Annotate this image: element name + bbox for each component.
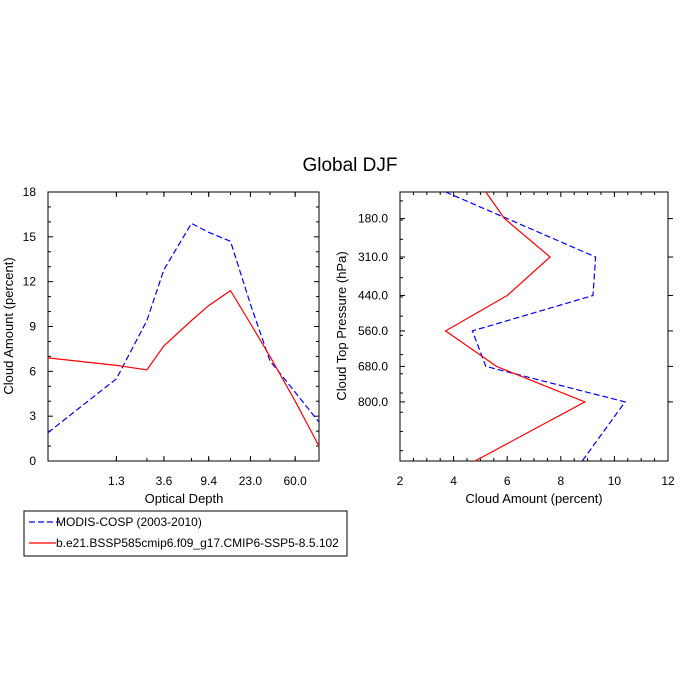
right-axis-ticks: 2 4 6 8 10 12 180.0 310.0 440.0 560.0 680.0 800.0 xyxy=(358,192,675,488)
legend-label-model: b.e21.BSSP585cmip6.f09_g17.CMIP6-SSP5-8.… xyxy=(56,536,339,550)
right-panel: 2 4 6 8 10 12 180.0 310.0 440.0 560.0 680.0 800.0 C… xyxy=(334,191,675,506)
right-x-tick-label: 10 xyxy=(608,474,622,488)
left-y-tick-label: 12 xyxy=(23,275,37,289)
left-x-tick-label: 60.0 xyxy=(283,474,307,488)
right-y-tick-label: 800.0 xyxy=(358,395,388,409)
left-x-tick-label: 1.3 xyxy=(108,474,125,488)
right-y-tick-label: 440.0 xyxy=(358,288,388,302)
right-x-tick-label: 4 xyxy=(450,474,457,488)
left-series-model-line xyxy=(47,289,320,447)
legend-label-modis: MODIS-COSP (2003-2010) xyxy=(56,515,202,529)
right-y-axis-title: Cloud Top Pressure (hPa) xyxy=(334,251,349,400)
left-x-axis-title: Optical Depth xyxy=(145,491,224,506)
left-panel: 0 3 6 9 12 15 18 1.3 3.6 9.4 23.0 60.0 Optical Dept… xyxy=(1,185,320,506)
right-y-tick-label: 310.0 xyxy=(358,250,388,264)
left-y-tick-label: 0 xyxy=(29,454,36,468)
legend-frame xyxy=(23,510,348,557)
right-plot-frame xyxy=(399,191,669,462)
left-x-tick-label: 9.4 xyxy=(200,474,217,488)
left-y-tick-label: 15 xyxy=(23,230,37,244)
left-x-tick-label: 3.6 xyxy=(156,474,173,488)
right-series-model-line xyxy=(444,191,587,462)
right-series-modis-line xyxy=(445,191,627,462)
right-x-tick-label: 12 xyxy=(661,474,675,488)
left-x-tick-label: 23.0 xyxy=(239,474,263,488)
right-y-tick-label: 560.0 xyxy=(358,324,388,338)
left-plot-frame xyxy=(47,191,320,462)
left-y-axis-title: Cloud Amount (percent) xyxy=(1,257,16,394)
left-y-tick-label: 9 xyxy=(29,320,36,334)
legend: MODIS-COSP (2003-2010) b.e21.BSSP585cmip… xyxy=(23,510,348,557)
left-axis-ticks: 0 3 6 9 12 15 18 1.3 3.6 9.4 23.0 60.0 xyxy=(23,185,320,488)
chart-title: Global DJF xyxy=(302,155,397,176)
left-y-tick-label: 3 xyxy=(29,409,36,423)
right-y-tick-label: 680.0 xyxy=(358,359,388,373)
right-x-tick-label: 8 xyxy=(557,474,564,488)
left-y-tick-label: 6 xyxy=(29,364,36,378)
right-series-group xyxy=(444,191,627,462)
left-series-group xyxy=(47,222,320,447)
right-x-tick-label: 6 xyxy=(504,474,511,488)
left-y-tick-label: 18 xyxy=(23,185,37,199)
right-y-tick-label: 180.0 xyxy=(358,212,388,226)
right-x-tick-label: 2 xyxy=(397,474,404,488)
right-x-axis-title: Cloud Amount (percent) xyxy=(465,491,602,506)
